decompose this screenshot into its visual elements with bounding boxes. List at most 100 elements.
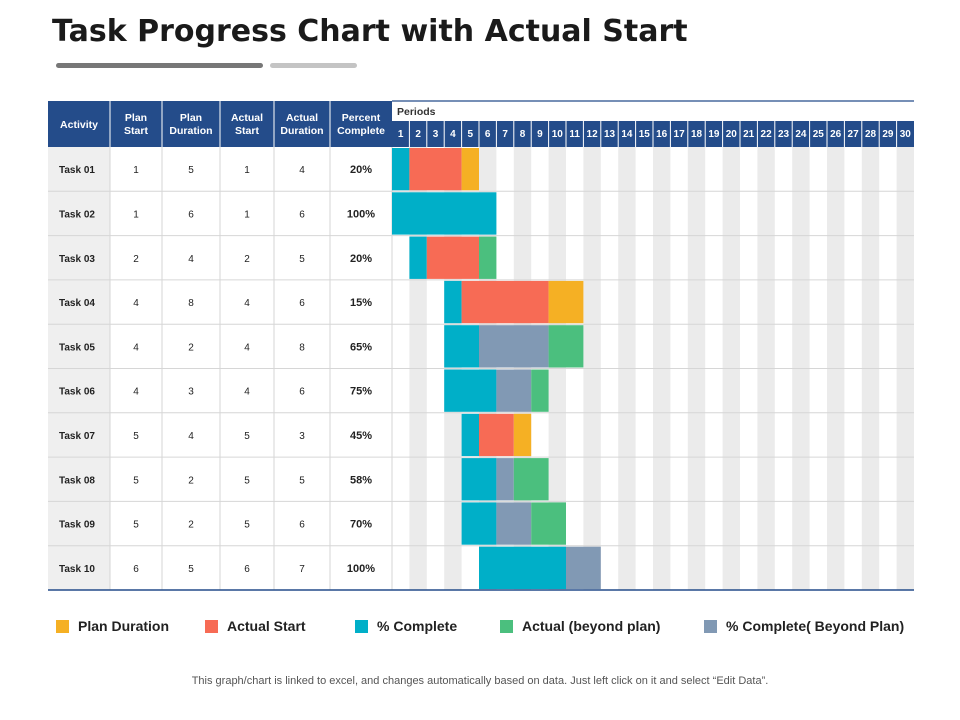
gantt-bar-plan-duration <box>461 148 479 191</box>
legend-label: % Complete( Beyond Plan) <box>726 618 905 634</box>
gantt-chart: ActivityPlanStartPlanDurationActualStart… <box>48 100 914 591</box>
legend-label: % Complete <box>377 618 458 634</box>
column-header-percent-complete-line2: Complete <box>337 125 385 137</box>
period-tick-label: 8 <box>520 129 526 140</box>
legend-swatch <box>205 619 218 633</box>
gantt-bar-pct-complete <box>444 280 462 324</box>
cell-plan-duration: 4 <box>188 431 194 442</box>
period-tick-label: 11 <box>569 129 580 140</box>
period-tick-label: 22 <box>761 129 773 140</box>
cell-percent-complete: 58% <box>350 474 372 486</box>
cell-plan-duration: 6 <box>188 209 194 220</box>
cell-activity: Task 02 <box>59 209 95 220</box>
gantt-bar-pct-complete <box>461 458 497 501</box>
gantt-bar-pct-complete <box>392 148 410 191</box>
period-tick-label: 17 <box>674 129 686 140</box>
column-header-plan-start-line2: Start <box>124 125 148 137</box>
cell-activity: Task 10 <box>59 564 95 575</box>
gantt-bar-pct-complete <box>444 369 497 412</box>
legend-item: % Complete <box>355 617 457 635</box>
period-tick-label: 25 <box>813 129 825 140</box>
legend-label: Actual (beyond plan) <box>522 618 661 634</box>
cell-actual-duration: 6 <box>299 520 305 531</box>
cell-plan-duration: 2 <box>188 342 194 353</box>
cell-plan-start: 4 <box>133 387 139 398</box>
column-header-activity: Activity <box>60 119 98 131</box>
legend-item: % Complete( Beyond Plan) <box>704 617 904 635</box>
cell-actual-duration: 5 <box>299 475 305 486</box>
gantt-bar-pct-beyond <box>479 325 549 368</box>
gantt-bar-actual-beyond <box>548 325 584 368</box>
gantt-bar-pct-complete <box>479 546 566 589</box>
column-header-actual-duration-line2: Duration <box>280 125 323 137</box>
cell-actual-start: 4 <box>244 298 250 309</box>
gantt-bar-pct-complete <box>392 192 497 235</box>
period-tick-label: 7 <box>502 129 508 140</box>
cell-actual-start: 6 <box>244 564 250 575</box>
column-header-plan-duration-line1: Plan <box>180 112 202 124</box>
gantt-bar-pct-complete <box>444 325 479 368</box>
cell-actual-start: 5 <box>244 431 250 442</box>
period-tick-label: 16 <box>656 129 668 140</box>
gantt-bar-plan-duration <box>548 280 584 324</box>
cell-actual-start: 1 <box>244 165 250 176</box>
gantt-bar-pct-beyond <box>496 502 532 545</box>
cell-actual-duration: 6 <box>299 298 305 309</box>
cell-activity: Task 09 <box>59 520 95 531</box>
gantt-bar-actual-beyond <box>531 502 566 545</box>
period-tick-label: 2 <box>415 129 421 140</box>
gantt-bar-actual-start <box>426 236 479 279</box>
cell-plan-start: 5 <box>133 520 139 531</box>
cell-actual-duration: 6 <box>299 387 305 398</box>
cell-plan-start: 1 <box>133 165 139 176</box>
cell-activity: Task 06 <box>59 387 95 398</box>
period-tick-label: 18 <box>691 129 703 140</box>
legend-swatch <box>355 619 368 633</box>
period-tick-label: 29 <box>882 129 894 140</box>
gantt-bar-pct-beyond <box>496 458 514 501</box>
legend-item: Actual (beyond plan) <box>500 617 660 635</box>
footnote: This graph/chart is linked to excel, and… <box>191 675 769 687</box>
cell-actual-duration: 5 <box>299 254 305 265</box>
cell-percent-complete: 75% <box>350 386 372 398</box>
period-tick-label: 13 <box>604 129 616 140</box>
title-underline-dark <box>56 63 263 68</box>
cell-plan-duration: 5 <box>188 165 194 176</box>
period-tick-label: 24 <box>795 129 807 140</box>
cell-plan-start: 6 <box>133 564 139 575</box>
cell-actual-duration: 4 <box>299 165 305 176</box>
cell-actual-start: 1 <box>244 209 250 220</box>
cell-actual-duration: 3 <box>299 431 305 442</box>
period-tick-label: 4 <box>450 129 456 140</box>
column-header-percent-complete-line1: Percent <box>342 112 381 124</box>
cell-actual-start: 5 <box>244 520 250 531</box>
period-tick-label: 5 <box>468 129 474 140</box>
gantt-bar-pct-beyond <box>566 546 601 589</box>
legend-label: Actual Start <box>227 618 306 634</box>
title-underline-light <box>270 63 357 68</box>
cell-percent-complete: 100% <box>347 208 375 220</box>
gantt-bar-actual-start <box>479 413 514 457</box>
legend-label: Plan Duration <box>78 618 170 634</box>
cell-percent-complete: 20% <box>350 164 372 176</box>
legend-swatch <box>56 619 69 633</box>
periods-label: Periods <box>397 106 436 118</box>
cell-plan-start: 2 <box>133 254 139 265</box>
cell-percent-complete: 100% <box>347 563 375 575</box>
cell-actual-start: 4 <box>244 342 250 353</box>
cell-percent-complete: 65% <box>350 341 372 353</box>
cell-actual-duration: 7 <box>299 564 305 575</box>
period-tick-label: 20 <box>726 129 738 140</box>
legend-swatch <box>704 619 717 633</box>
cell-activity: Task 04 <box>59 298 95 309</box>
cell-actual-duration: 6 <box>299 209 305 220</box>
cell-plan-duration: 2 <box>188 475 194 486</box>
cell-plan-start: 1 <box>133 209 139 220</box>
period-tick-label: 15 <box>639 129 651 140</box>
cell-plan-start: 4 <box>133 342 139 353</box>
cell-activity: Task 07 <box>59 431 95 442</box>
column-header-plan-start-line1: Plan <box>125 112 147 124</box>
cell-activity: Task 01 <box>59 165 95 176</box>
period-tick-label: 10 <box>552 129 564 140</box>
gantt-bar-plan-duration <box>513 413 532 457</box>
